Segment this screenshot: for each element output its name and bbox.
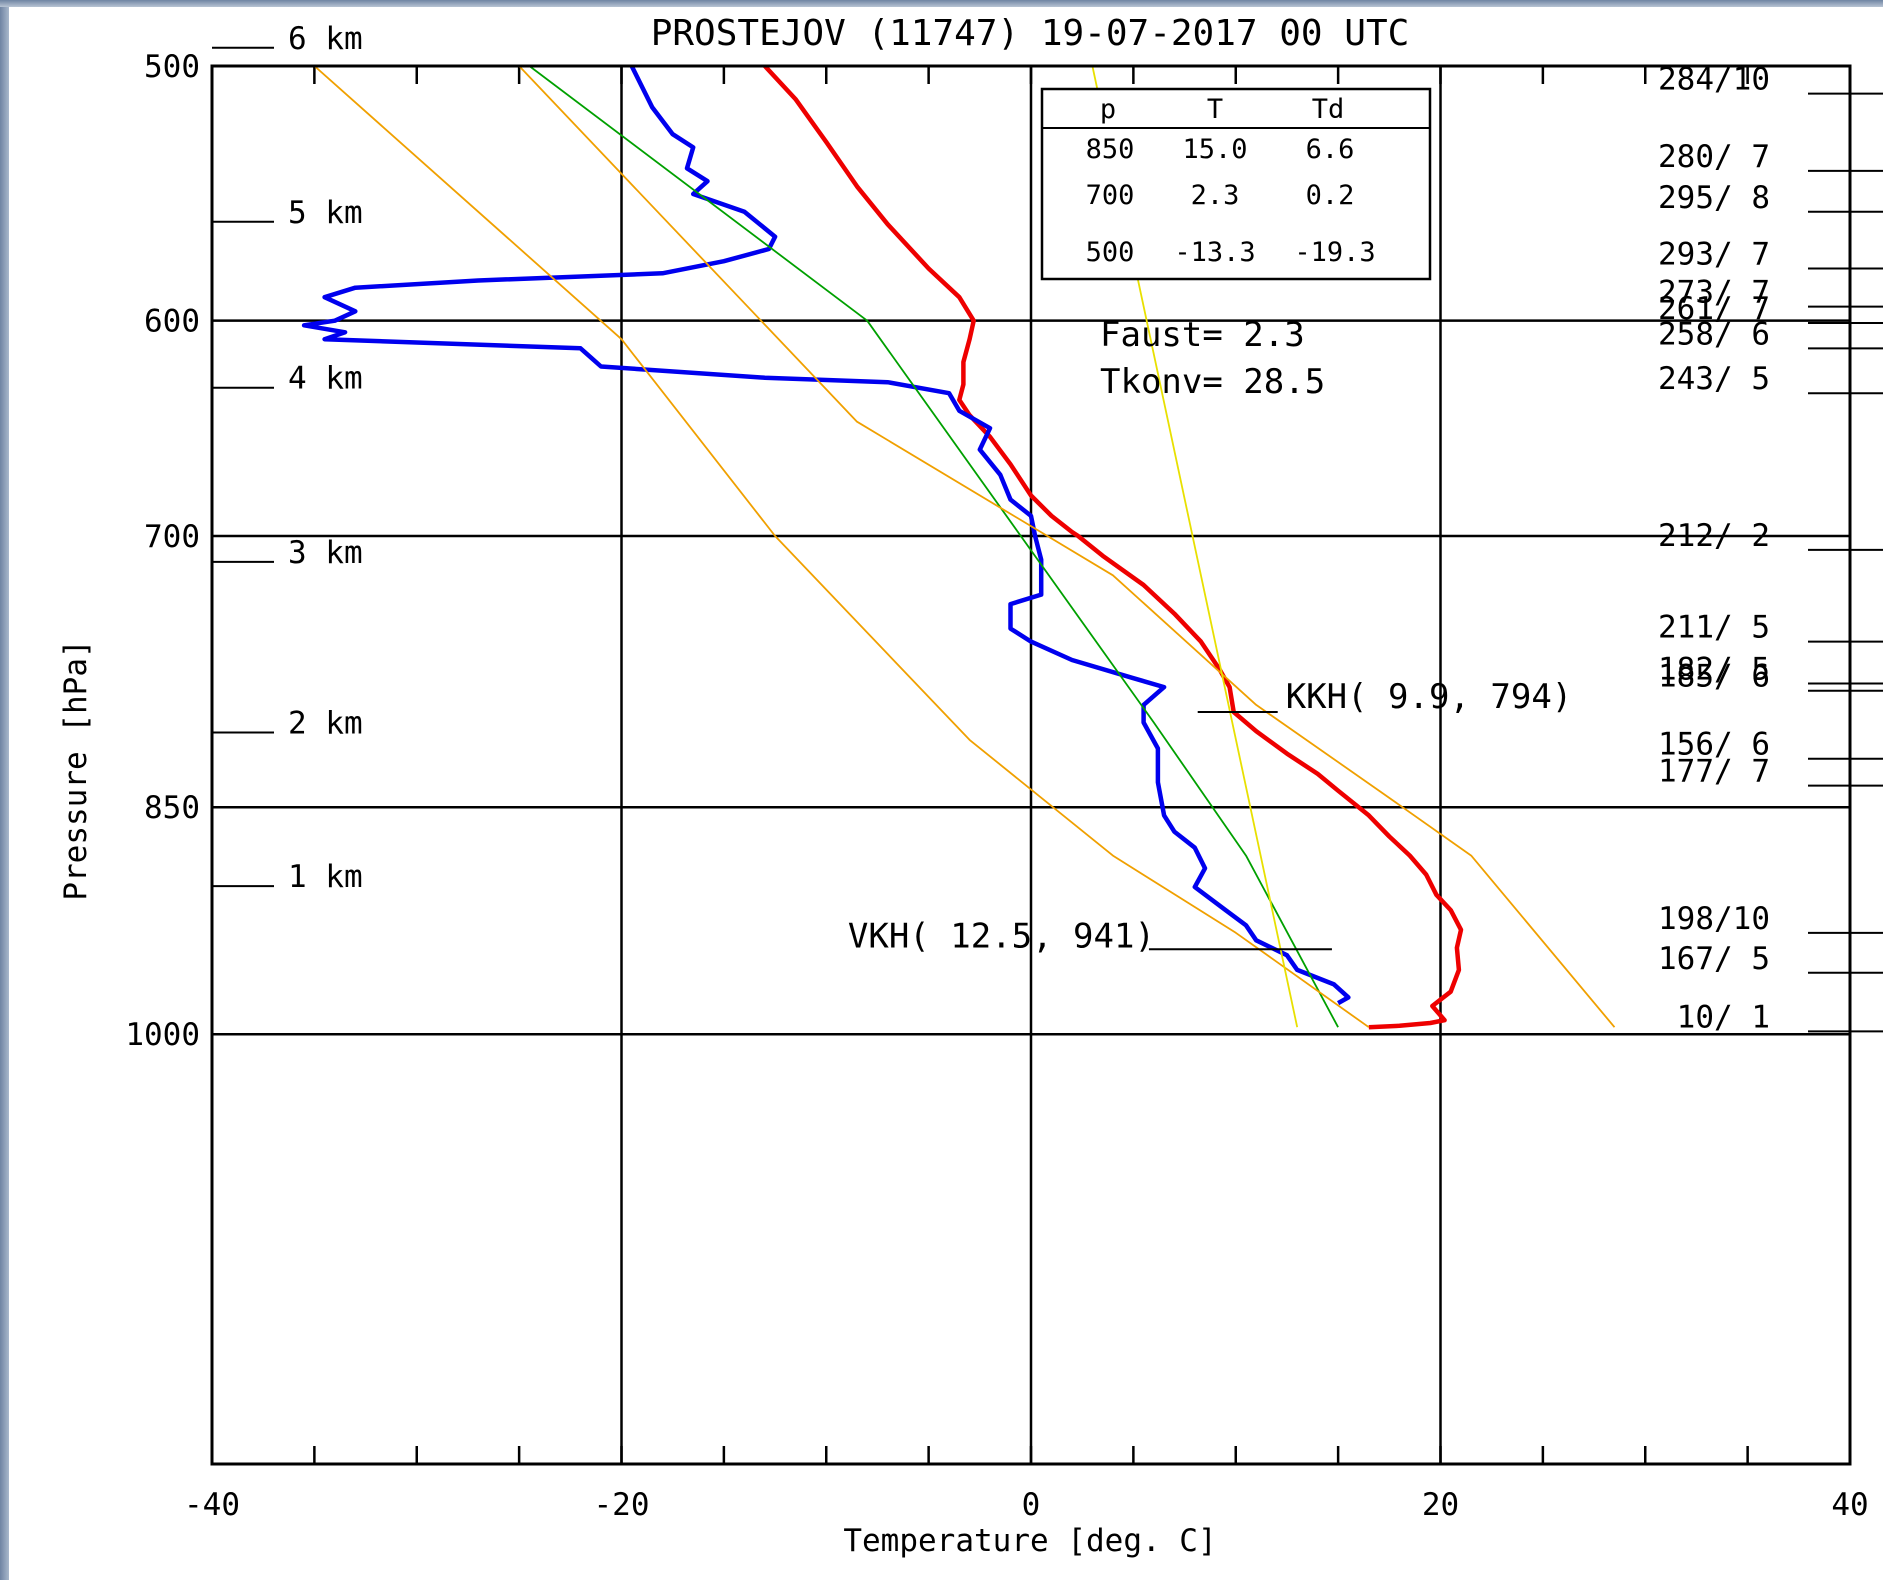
series-group (301, 66, 1616, 1030)
wind-label: 182/ 5 (1658, 652, 1770, 688)
height-marker-label: 3 km (288, 535, 363, 571)
series-dew_point (301, 66, 1351, 1006)
tkonv-index: Tkonv= 28.5 (1100, 362, 1325, 402)
wind-label: 185/ 6 (1658, 659, 1770, 695)
wind-label: 198/10 (1658, 901, 1770, 937)
height-marker-label: 6 km (288, 21, 363, 57)
y-tick-label: 500 (144, 49, 200, 85)
window-frame-left (0, 0, 9, 1580)
info-box-frame (1040, 87, 1432, 281)
info-row-700-td: 0.2 (1306, 180, 1355, 211)
height-marker-label: 2 km (288, 706, 363, 742)
x-tick-label: -40 (184, 1487, 240, 1523)
y-axis-label: Pressure [hPa] (58, 639, 94, 900)
wind-label: 211/ 5 (1658, 610, 1770, 646)
x-tick-label: -20 (594, 1487, 650, 1523)
x-tick-label: 0 (1022, 1487, 1041, 1523)
chart-title: PROSTEJOV (11747) 19-07-2017 00 UTC (651, 13, 1410, 54)
info-header-td: Td (1312, 94, 1345, 125)
wind-label: 261/ 7 (1658, 291, 1770, 327)
wind-label: 167/ 5 (1658, 941, 1770, 977)
y-tick-label: 600 (144, 304, 200, 340)
window-frame-top (0, 0, 1883, 7)
series-orange_line_1 (313, 66, 1370, 1028)
grid-lines (212, 66, 1850, 1464)
x-axis-label: Temperature [deg. C] (843, 1523, 1216, 1559)
y-tick-labels: 500 600 700 850 1000 (125, 49, 200, 1053)
series-temperature (763, 66, 1464, 1030)
faust-index: Faust= 2.3 (1100, 315, 1305, 355)
wind-label: 156/ 6 (1658, 727, 1770, 763)
series-green_line (528, 66, 1339, 1028)
height-marker-label: 5 km (288, 195, 363, 231)
y-tick-label: 1000 (125, 1017, 200, 1053)
info-box: p T Td 850 15.0 6.6 700 2.3 0.2 500 -13.… (1040, 87, 1432, 281)
wind-label: 280/ 7 (1658, 139, 1770, 175)
info-row-500-p: 500 (1086, 237, 1135, 268)
info-row-500-t: -13.3 (1174, 237, 1255, 268)
wind-label: 273/ 7 (1658, 275, 1770, 311)
height-markers: 6 km 5 km 4 km 3 km 2 km 1 km (212, 21, 363, 895)
wind-label: 10/ 1 (1677, 999, 1770, 1035)
kkh-label: KKH( 9.9, 794) (1286, 677, 1573, 717)
wind-label: 295/ 8 (1658, 180, 1770, 216)
info-row-700-p: 700 (1086, 180, 1135, 211)
wind-label: 293/ 7 (1658, 236, 1770, 272)
y-tick-label: 850 (144, 790, 200, 826)
annotation-group: KKH( 9.9, 794) VKH( 12.5, 941) (848, 677, 1572, 956)
x-tick-labels: -40 -20 0 20 40 (184, 1487, 1869, 1523)
wind-label: 258/ 6 (1658, 316, 1770, 352)
wind-label: 243/ 5 (1658, 361, 1770, 397)
vkh-label: VKH( 12.5, 941) (848, 916, 1155, 956)
height-marker-label: 4 km (288, 361, 363, 397)
series-orange_line_2 (518, 66, 1616, 1028)
info-header-t: T (1207, 94, 1223, 125)
info-header-p: p (1100, 94, 1116, 125)
info-row-850-p: 850 (1086, 134, 1135, 165)
info-row-850-t: 15.0 (1182, 134, 1247, 165)
height-marker-label: 1 km (288, 859, 363, 895)
x-tick-label: 40 (1831, 1487, 1868, 1523)
info-row-850-td: 6.6 (1306, 134, 1355, 165)
axis-ticks (313, 66, 1749, 1464)
wind-label: 177/ 7 (1658, 754, 1770, 790)
wind-label: 284/10 (1658, 62, 1770, 98)
info-row-700-t: 2.3 (1191, 180, 1240, 211)
plot-frame (210, 64, 1852, 1466)
y-tick-label: 700 (144, 519, 200, 555)
wind-label: 212/ 2 (1658, 518, 1770, 554)
info-row-500-td: -19.3 (1294, 237, 1375, 268)
x-tick-label: 20 (1422, 1487, 1459, 1523)
